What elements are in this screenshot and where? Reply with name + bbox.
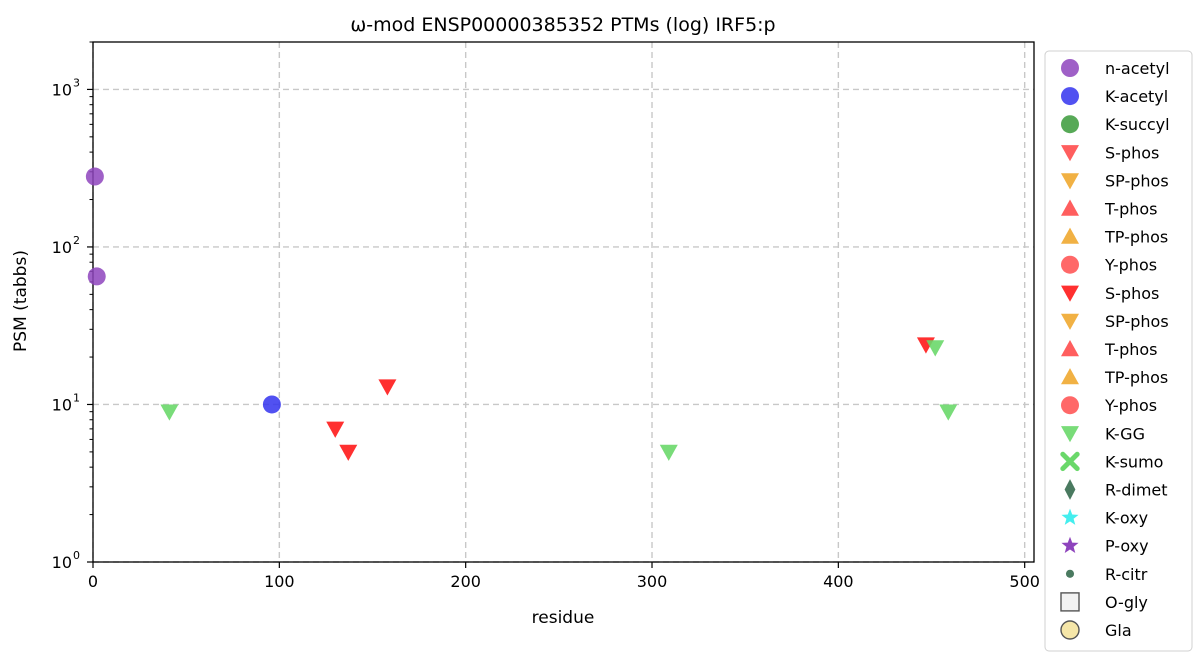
legend-label: Gla <box>1105 621 1132 640</box>
data-point <box>160 404 179 421</box>
legend-marker <box>1061 340 1079 357</box>
y-tick-base: 10 <box>52 553 72 572</box>
legend-label: T-phos <box>1104 340 1158 359</box>
plot-frame <box>92 41 1035 563</box>
legend-label: K-sumo <box>1105 452 1163 471</box>
legend-marker <box>1061 426 1079 443</box>
data-point <box>262 395 281 414</box>
legend-marker <box>1065 569 1075 578</box>
legend-label: TP-phos <box>1104 368 1168 387</box>
y-tick-exponent: 1 <box>73 391 80 404</box>
legend-label: K-GG <box>1105 424 1145 443</box>
legend-label: S-phos <box>1105 143 1159 162</box>
legend-marker <box>1061 396 1079 415</box>
x-tick-label: 500 <box>1009 572 1040 591</box>
legend-marker <box>1061 368 1079 385</box>
y-tick-base: 10 <box>52 80 72 99</box>
y-tick-exponent: 3 <box>73 76 80 89</box>
legend-marker <box>1061 115 1079 134</box>
chart-title: ω-mod ENSP00000385352 PTMs (log) IRF5:p <box>350 14 775 36</box>
y-tick-label: 10 <box>52 553 72 572</box>
legend-label: TP-phos <box>1104 228 1168 247</box>
data-point <box>378 379 397 396</box>
legend-marker <box>1060 592 1080 612</box>
x-tick-label: 300 <box>637 572 668 591</box>
x-axis-label: residue <box>532 608 595 628</box>
legend-label: O-gly <box>1105 593 1148 612</box>
legend-label: T-phos <box>1104 200 1158 219</box>
data-point <box>87 267 106 286</box>
legend-marker <box>1061 255 1079 274</box>
y-axis-label: PSM (tabbs) <box>11 250 31 352</box>
data-point <box>939 404 958 421</box>
data-point <box>659 444 678 461</box>
legend-marker <box>1064 479 1076 500</box>
data-point <box>85 167 104 186</box>
x-tick-label: 100 <box>264 572 295 591</box>
x-tick-label: 200 <box>450 572 481 591</box>
legend-label: Y-phos <box>1104 256 1157 275</box>
data-point <box>339 444 358 461</box>
legend-label: K-acetyl <box>1105 87 1168 106</box>
x-tick-label: 0 <box>88 572 98 591</box>
y-tick-base: 10 <box>52 395 72 414</box>
legend-marker <box>1061 227 1079 244</box>
legend-marker <box>1061 59 1079 77</box>
x-tick-label: 400 <box>823 572 854 591</box>
legend-marker <box>1061 173 1079 190</box>
data-points <box>85 167 958 461</box>
legend-label: K-succyl <box>1105 115 1170 134</box>
y-tick-exponent: 0 <box>73 549 80 562</box>
y-tick-base: 10 <box>52 238 72 257</box>
legend-marker <box>1061 285 1079 302</box>
y-tick-label: 10 <box>52 395 72 414</box>
legend-label: SP-phos <box>1105 171 1169 190</box>
y-tick-label: 10 <box>52 80 72 99</box>
legend-label: S-phos <box>1105 284 1159 303</box>
y-tick-label: 10 <box>52 238 72 257</box>
legend-marker <box>1061 145 1079 162</box>
legend-label: SP-phos <box>1105 312 1169 331</box>
legend-label: Y-phos <box>1104 396 1157 415</box>
data-point <box>326 421 345 438</box>
legend-marker <box>1061 536 1079 553</box>
legend: n-acetyl K-acetyl K-succyl S-phos SP-phos T-p… <box>1044 50 1193 652</box>
legend-label: P-oxy <box>1105 537 1149 556</box>
legend-marker <box>1061 313 1079 330</box>
legend-marker <box>1060 451 1080 472</box>
legend-box <box>1044 50 1193 652</box>
legend-label: R-citr <box>1105 565 1148 584</box>
legend-marker <box>1061 508 1079 525</box>
legend-label: n-acetyl <box>1105 59 1170 78</box>
legend-label: R-dimet <box>1105 481 1168 500</box>
legend-marker <box>1060 620 1080 640</box>
data-point <box>926 340 945 357</box>
legend-label: K-oxy <box>1105 509 1148 528</box>
legend-marker <box>1061 199 1079 216</box>
legend-marker <box>1061 87 1079 106</box>
y-tick-exponent: 2 <box>73 234 80 247</box>
